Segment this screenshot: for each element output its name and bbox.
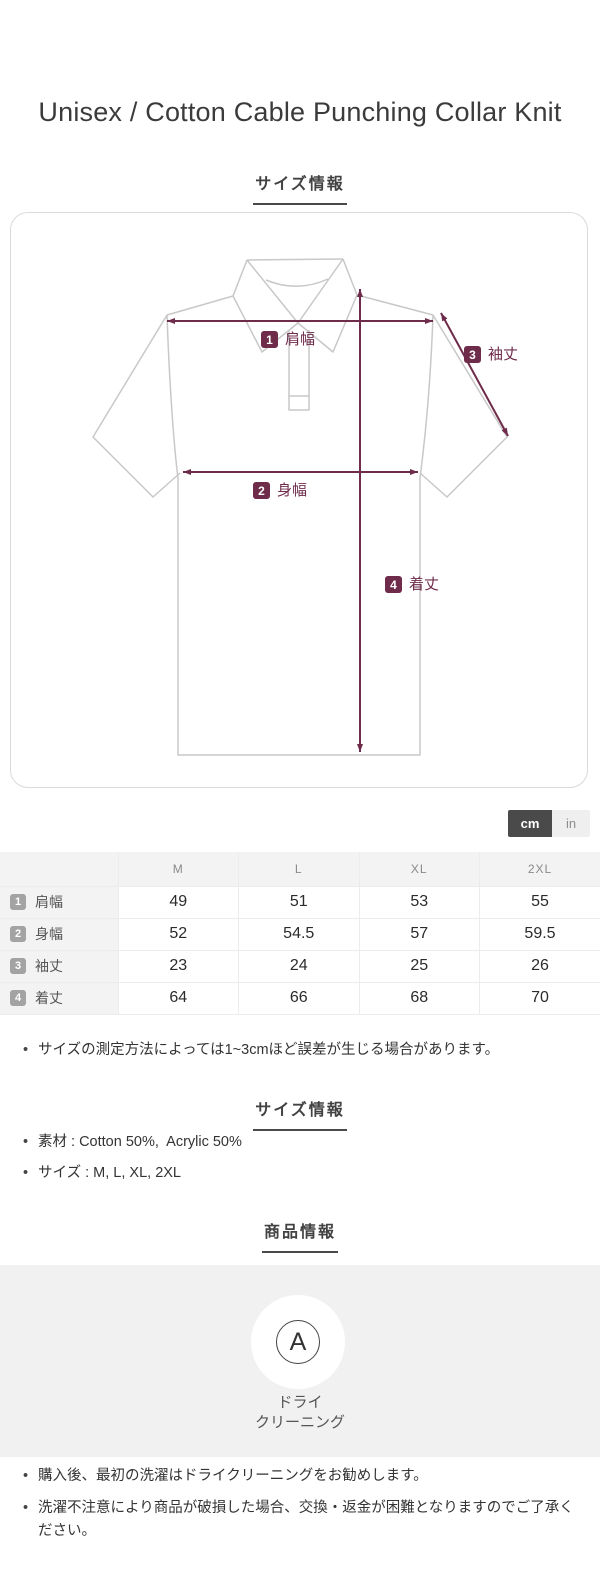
size-table-header-row: M L XL 2XL [0, 852, 600, 887]
size-note-area: サイズの測定方法によっては1~3cmほど誤差が生じる場合があります。 [0, 1039, 585, 1062]
info-bullet-list: 素材 : Cotton 50%, Acrylic 50% サイズ : M, L,… [0, 1131, 585, 1194]
unit-cm-button[interactable]: cm [508, 810, 552, 837]
row-header-sleeve: 3 袖丈 [0, 949, 119, 983]
cell-value: 49 [117, 885, 239, 919]
size-table-wrap: M L XL 2XL 1 肩幅 49 51 53 [0, 852, 600, 1015]
row-header-shoulder: 1 肩幅 [0, 885, 119, 919]
unit-in-button[interactable]: in [552, 810, 590, 837]
care-label-line1: ドライ [277, 1394, 323, 1411]
size-section-header: サイズ情報 [0, 170, 600, 205]
row-badge: 2 [10, 926, 26, 942]
size-table: M L XL 2XL 1 肩幅 49 51 53 [0, 852, 600, 1015]
measure-badge-length: 4 [385, 576, 402, 593]
measure-badge-body: 2 [253, 482, 270, 499]
cell-value: 24 [238, 949, 360, 983]
row-header-length: 4 着丈 [0, 981, 119, 1015]
size-table-corner-cell [0, 852, 119, 887]
care-label-line2: クリーニング [254, 1414, 345, 1431]
table-row: 4 着丈 64 66 68 70 [0, 981, 600, 1015]
care-symbol-circle: A [251, 1295, 345, 1389]
measure-label-body: 身幅 [277, 482, 308, 499]
cell-value: 25 [358, 949, 480, 983]
cell-value: 23 [117, 949, 239, 983]
measure-label-sleeve: 袖丈 [488, 346, 519, 363]
column-header-m: M [117, 852, 239, 887]
cell-value: 55 [479, 885, 600, 919]
care-note-1: 購入後、最初の洗濯はドライクリーニングをお勧めします。 [0, 1465, 585, 1488]
care-symbol-label: ドライ クリーニング [0, 1393, 600, 1433]
size-diagram-panel [10, 212, 588, 788]
care-instructions-panel: A ドライ クリーニング [0, 1265, 600, 1457]
cell-value: 52 [117, 917, 239, 951]
table-row: 3 袖丈 23 24 25 26 [0, 949, 600, 983]
row-label: 身幅 [35, 926, 63, 942]
unit-toggle: cm in [508, 810, 590, 837]
cell-value: 70 [479, 981, 600, 1015]
product-section-heading: 商品情報 [261, 1218, 338, 1253]
cell-value: 26 [479, 949, 600, 983]
cell-value: 66 [238, 981, 360, 1015]
row-badge: 3 [10, 958, 26, 974]
cell-value: 51 [238, 885, 360, 919]
row-badge: 4 [10, 990, 26, 1006]
table-row: 2 身幅 52 54.5 57 59.5 [0, 917, 600, 951]
cell-value: 57 [358, 917, 480, 951]
column-header-l: L [238, 852, 360, 887]
page-title: Unisex / Cotton Cable Punching Collar Kn… [38, 97, 562, 127]
row-label: 肩幅 [35, 894, 63, 910]
cell-value: 64 [117, 981, 239, 1015]
measure-badge-shoulder: 1 [261, 331, 278, 348]
size-tolerance-note: サイズの測定方法によっては1~3cmほど誤差が生じる場合があります。 [0, 1039, 585, 1062]
cell-value: 68 [358, 981, 480, 1015]
sizes-note: サイズ : M, L, XL, 2XL [0, 1162, 585, 1185]
product-section-header: 商品情報 [0, 1218, 600, 1253]
column-header-xl: XL [358, 852, 480, 887]
row-label: 袖丈 [35, 958, 63, 974]
table-row: 1 肩幅 49 51 53 55 [0, 885, 600, 919]
info-section-heading: サイズ情報 [253, 1096, 347, 1131]
row-header-body: 2 身幅 [0, 917, 119, 951]
size-section-heading: サイズ情報 [253, 170, 347, 205]
dry-clean-icon: A [276, 1320, 320, 1364]
care-note-2: 洗濯不注意により商品が破損した場合、交換・返金が困難となりますのでご了承ください… [0, 1497, 585, 1542]
material-note: 素材 : Cotton 50%, Acrylic 50% [0, 1131, 585, 1154]
cell-value: 54.5 [238, 917, 360, 951]
measure-label-shoulder: 肩幅 [285, 331, 316, 348]
row-label: 着丈 [35, 990, 63, 1006]
care-bullet-list: 購入後、最初の洗濯はドライクリーニングをお勧めします。 洗濯不注意により商品が破… [0, 1465, 585, 1552]
column-header-2xl: 2XL [479, 852, 600, 887]
row-badge: 1 [10, 894, 26, 910]
measure-badge-sleeve: 3 [464, 346, 481, 363]
cell-value: 53 [358, 885, 480, 919]
measure-label-length: 着丈 [409, 576, 440, 593]
cell-value: 59.5 [479, 917, 600, 951]
info-section-header: サイズ情報 [0, 1096, 600, 1131]
